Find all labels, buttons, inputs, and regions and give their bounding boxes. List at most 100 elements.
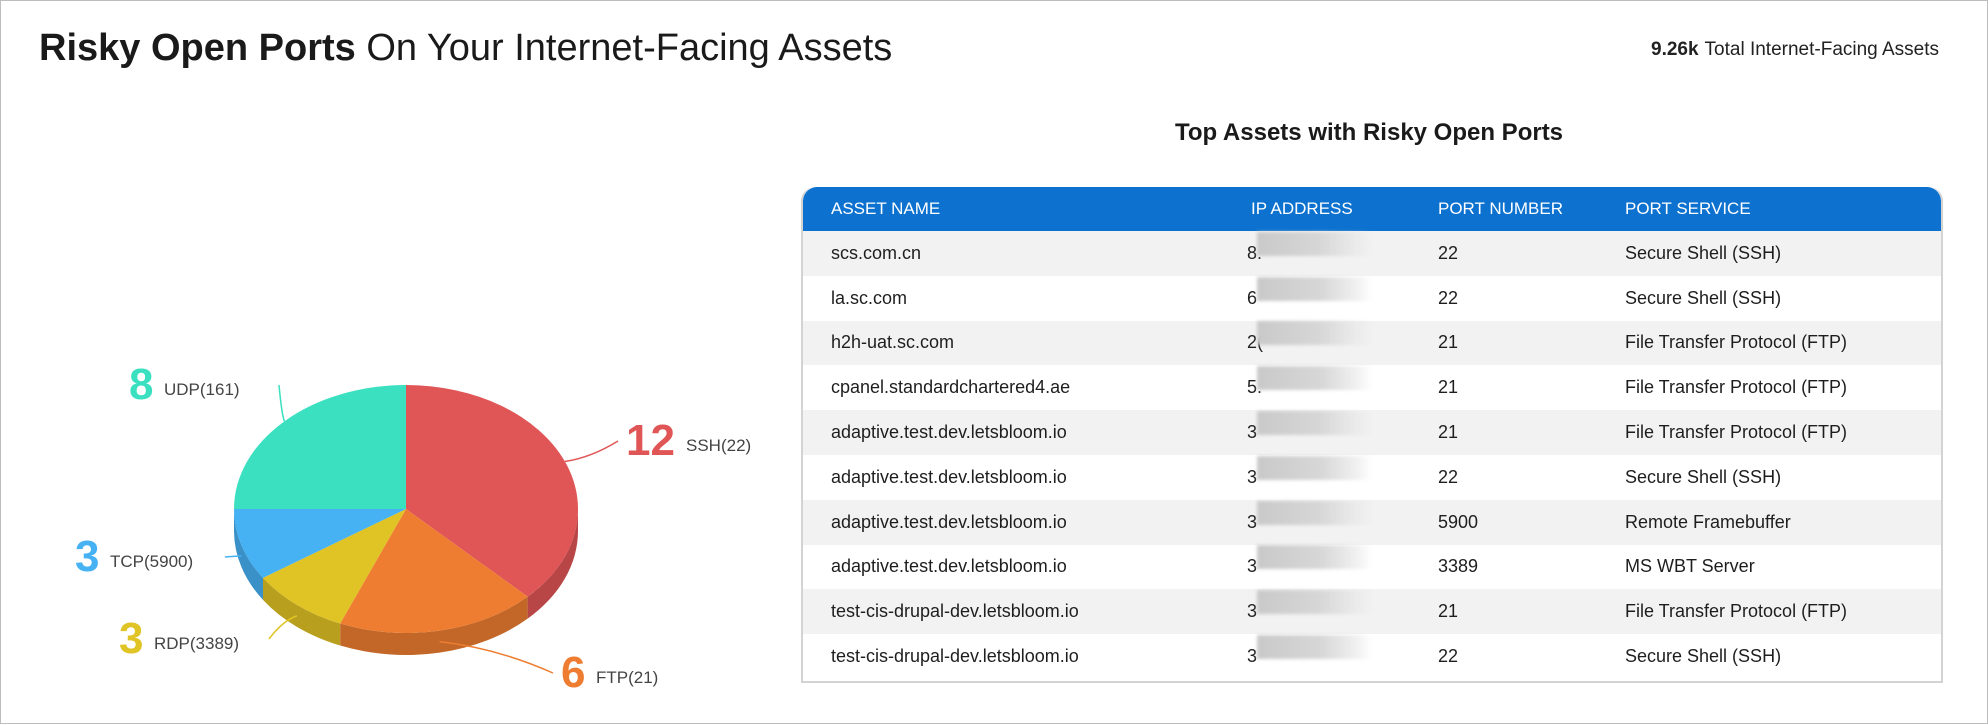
redacted-ip-blur [1257, 411, 1373, 436]
ip-address-cell-text: 3 [1247, 556, 1258, 577]
ip-address-cell: 3 [1223, 411, 1410, 443]
asset-name-cell-text: h2h-uat.sc.com [831, 332, 955, 353]
pie-leader-line [564, 440, 619, 463]
pie-category-label: FTP(21) [596, 668, 658, 687]
pie-category-label: RDP(3389) [154, 634, 239, 653]
ip-address-cell: 3 [1223, 455, 1410, 488]
redacted-ip-blur [1257, 321, 1373, 346]
asset-name-cell: test-cis-drupal-dev.letsbloom.io [803, 601, 1223, 622]
port-number-cell: 5900 [1410, 512, 1597, 533]
pie-slice-ssh22[interactable] [406, 385, 578, 597]
port-service-cell-text: Secure Shell (SSH) [1625, 287, 1782, 308]
ip-address-cell-text: 3 [1247, 422, 1258, 443]
asset-name-cell: adaptive.test.dev.letsbloom.io [803, 512, 1223, 533]
redacted-ip-blur [1257, 276, 1373, 301]
asset-name-cell: test-cis-drupal-dev.letsbloom.io [803, 646, 1223, 667]
table-body: scs.com.cn 8. 22 Secure Shell (SSH) la.sc.co… [803, 231, 1941, 679]
port-number-cell: 22 [1410, 288, 1597, 309]
asset-name-cell-text: test-cis-drupal-dev.letsbloom.io [831, 601, 1079, 622]
port-service-cell-text: File Transfer Protocol (FTP) [1625, 377, 1848, 398]
port-service-cell: File Transfer Protocol (FTP) [1597, 377, 1937, 398]
table-row[interactable]: adaptive.test.dev.letsbloom.io 3 22 Secure … [803, 455, 1941, 500]
pie-chart-svg: 12 SSH(22) 6 FTP(21) 3 RDP(3389) 3 TCP(5900) 8 UD… [75, 360, 751, 697]
port-number-cell-text: 21 [1438, 332, 1459, 353]
pie-side-2 [262, 577, 341, 646]
ip-address-cell-text: 6 [1247, 287, 1258, 308]
port-number-cell-text: 21 [1438, 377, 1459, 398]
table-row[interactable]: adaptive.test.dev.letsbloom.io 3 5900 Remot… [803, 499, 1941, 545]
header-port-number[interactable]: PORT NUMBER [1438, 199, 1564, 218]
table-row[interactable]: adaptive.test.dev.letsbloom.io 3 3389 MS WB… [803, 545, 1941, 590]
table-row[interactable]: adaptive.test.dev.letsbloom.io 3 21 File Tr… [803, 410, 1941, 455]
asset-name-cell-text: adaptive.test.dev.letsbloom.io [831, 511, 1067, 532]
table-row[interactable]: h2h-uat.sc.com 2( 21 File Transfer Protocol… [803, 320, 1941, 366]
page-title: Risky Open Ports On Your Internet-Facing… [39, 27, 892, 70]
port-number-cell-text: 22 [1438, 646, 1459, 667]
asset-name-cell: la.sc.com [803, 288, 1223, 309]
header-asset-name[interactable]: ASSET NAME [831, 199, 941, 218]
total-assets: 9.26k Total Internet-Facing Assets [1651, 39, 1939, 61]
pie-leader-line [224, 555, 242, 558]
redacted-ip-blur [1257, 231, 1373, 256]
port-service-cell-text: File Transfer Protocol (FTP) [1625, 422, 1848, 443]
asset-name-cell-text: la.sc.com [831, 287, 908, 308]
asset-name-cell-text: cpanel.standardchartered4.ae [831, 377, 1071, 398]
pie-value-label: 3 [119, 614, 143, 663]
table-row[interactable]: cpanel.standardchartered4.ae 5. 21 File Tra… [803, 365, 1941, 410]
ip-address-cell-text: 3 [1247, 511, 1258, 532]
ip-address-cell: 3 [1223, 635, 1410, 667]
port-service-cell-text: Remote Framebuffer [1625, 511, 1791, 532]
header-ip-address[interactable]: IP ADDRESS [1251, 199, 1353, 218]
redacted-ip-blur [1257, 545, 1373, 570]
asset-name-cell: adaptive.test.dev.letsbloom.io [803, 467, 1223, 488]
ip-address-cell: 3 [1223, 500, 1410, 533]
table-row[interactable]: la.sc.com 6 22 Secure Shell (SSH) [803, 276, 1941, 321]
title-bold: Risky Open Ports [39, 27, 356, 69]
ip-address-cell-text: 3 [1247, 601, 1258, 622]
port-service-cell-text: Secure Shell (SSH) [1625, 242, 1782, 263]
port-number-cell: 22 [1410, 646, 1597, 667]
table-header: ASSET NAME IP ADDRESS PORT NUMBER PORT S… [803, 187, 1941, 231]
table-row[interactable]: test-cis-drupal-dev.letsbloom.io 3 22 Secur… [803, 634, 1941, 679]
header-port-service[interactable]: PORT SERVICE [1625, 199, 1751, 218]
redacted-ip-blur [1257, 366, 1373, 391]
ip-address-cell-text: 3 [1247, 466, 1258, 487]
port-service-cell-text: MS WBT Server [1625, 556, 1755, 577]
pie-slice-rdp3389[interactable] [262, 509, 406, 624]
ip-address-cell: 6 [1223, 276, 1410, 309]
ip-address-cell-text: 3 [1247, 646, 1258, 667]
port-number-cell: 21 [1410, 601, 1597, 622]
port-service-cell: Secure Shell (SSH) [1597, 288, 1937, 309]
pie-chart: 12 SSH(22) 6 FTP(21) 3 RDP(3389) 3 TCP(5900) 8 UD… [1, 71, 791, 725]
port-number-cell: 22 [1410, 243, 1597, 264]
redacted-ip-blur [1257, 590, 1373, 615]
asset-name-cell: adaptive.test.dev.letsbloom.io [803, 556, 1223, 577]
asset-name-cell-text: adaptive.test.dev.letsbloom.io [831, 466, 1067, 487]
pie-slice-udp161[interactable] [234, 385, 406, 509]
pie-leader-line [268, 615, 298, 640]
redacted-ip-blur [1257, 455, 1373, 480]
port-service-cell: Secure Shell (SSH) [1597, 646, 1937, 667]
port-number-cell: 21 [1410, 332, 1597, 353]
pie-category-label: SSH(22) [686, 436, 751, 455]
pie-slice-ftp21[interactable] [340, 509, 528, 633]
ip-address-cell: 2( [1223, 321, 1410, 353]
table-row[interactable]: scs.com.cn 8. 22 Secure Shell (SSH) [803, 231, 1941, 276]
port-service-cell: Secure Shell (SSH) [1597, 243, 1937, 264]
port-service-cell: File Transfer Protocol (FTP) [1597, 332, 1937, 353]
redacted-ip-blur [1257, 635, 1373, 660]
port-service-cell-text: File Transfer Protocol (FTP) [1625, 601, 1848, 622]
asset-name-cell-text: scs.com.cn [831, 242, 922, 263]
port-number-cell-text: 21 [1438, 601, 1459, 622]
port-number-cell: 21 [1410, 377, 1597, 398]
pie-side-1 [340, 596, 528, 655]
pie-category-label: TCP(5900) [110, 552, 193, 571]
port-number-cell-text: 22 [1438, 466, 1459, 487]
asset-name-cell: adaptive.test.dev.letsbloom.io [803, 422, 1223, 443]
pie-value-label: 6 [561, 648, 585, 697]
table-row[interactable]: test-cis-drupal-dev.letsbloom.io 3 21 File … [803, 589, 1941, 635]
pie-slice-tcp5900[interactable] [234, 509, 406, 578]
asset-name-cell: cpanel.standardchartered4.ae [803, 377, 1223, 398]
port-number-cell-text: 21 [1438, 422, 1459, 443]
